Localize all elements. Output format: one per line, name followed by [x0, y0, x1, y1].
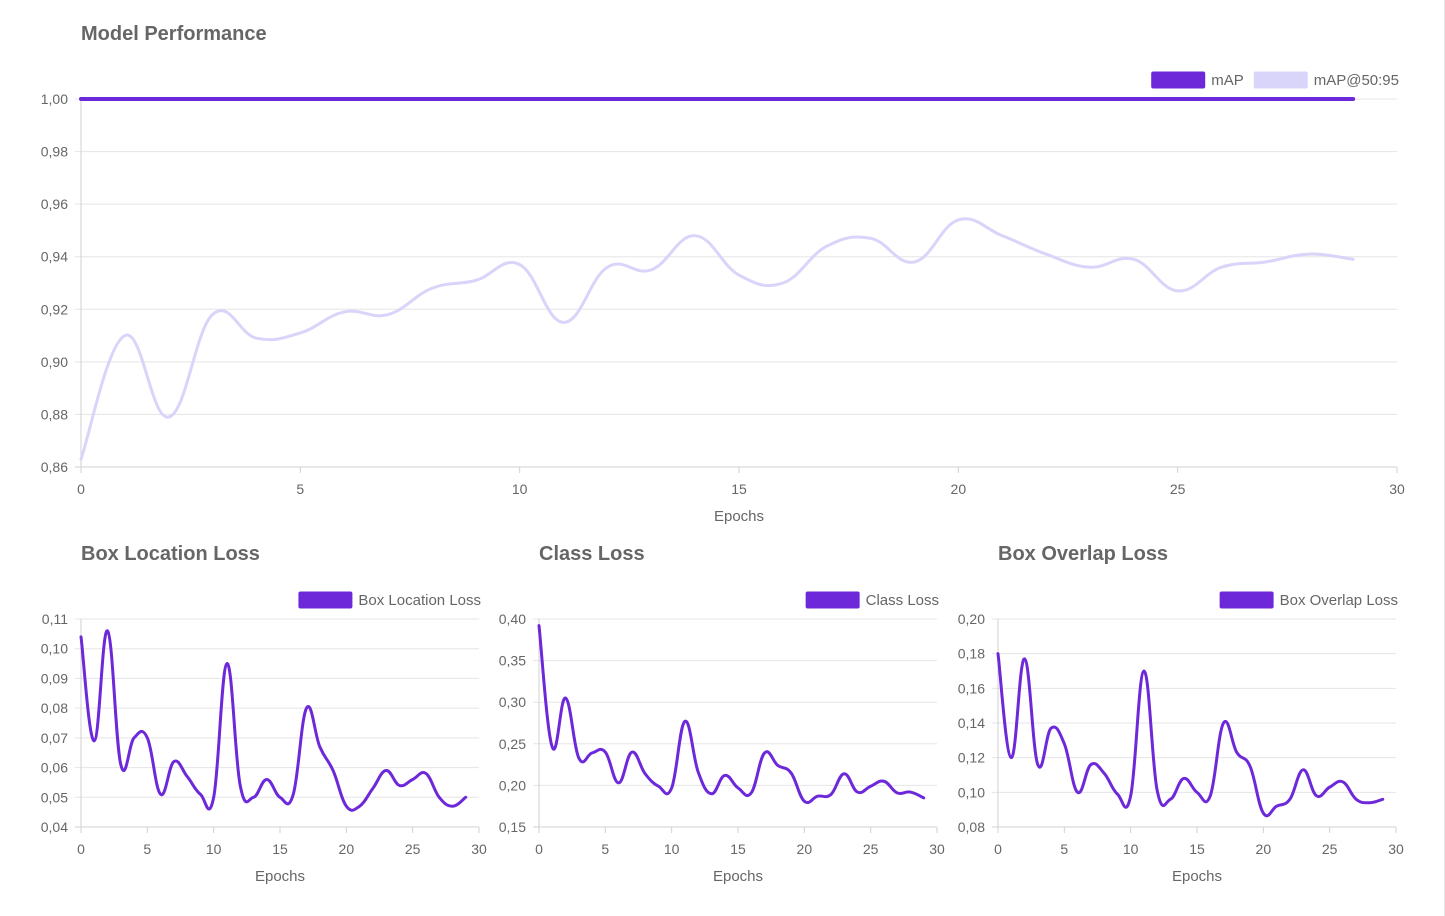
class-legend-label: Class Loss [866, 592, 939, 609]
box-location-legend-item-0[interactable]: Box Location Loss [298, 591, 481, 610]
class-x-tick-label: 5 [601, 841, 609, 857]
class-legend-item-0[interactable]: Class Loss [805, 591, 939, 610]
box-location-x-tick-label: 0 [77, 841, 85, 857]
performance-chart: Model Performance 0,86 0,88 0,90 0,92 0,94 0,9… [41, 23, 1405, 525]
performance-x-tick-label: 5 [296, 481, 304, 497]
performance-legend-label: mAP@50:95 [1314, 72, 1399, 89]
performance-legend-swatch [1151, 71, 1206, 89]
box-overlap-x-tick-label: 10 [1123, 841, 1139, 857]
box-location-x-tick-label: 30 [471, 841, 487, 857]
box-location-x-tick-label: 15 [272, 841, 288, 857]
performance-x-tick-label: 25 [1170, 481, 1186, 497]
performance-x-tick-label: 10 [512, 481, 528, 497]
box-location-x-axis-label: Epochs [255, 868, 305, 885]
performance-y-tick-label: 0,94 [41, 249, 68, 265]
performance-legend-swatch [1253, 71, 1308, 89]
box-overlap-y-tick-label: 0,14 [958, 715, 985, 731]
box-location-legend-label: Box Location Loss [358, 592, 481, 609]
box-overlap-y-tick-label: 0,08 [958, 819, 985, 835]
performance-series-line-1 [79, 217, 1355, 461]
class-x-axis-label: Epochs [713, 868, 763, 885]
box-location-series-line-0 [79, 629, 468, 812]
class-title: Class Loss [539, 543, 645, 565]
class-y-tick-label: 0,35 [499, 653, 526, 669]
box-overlap-x-tick-label: 25 [1322, 841, 1338, 857]
box-overlap-x-tick-label: 5 [1060, 841, 1068, 857]
class-y-tick-label: 0,15 [499, 819, 526, 835]
class-y-tick-label: 0,25 [499, 736, 526, 752]
box-overlap-y-tick-label: 0,18 [958, 646, 985, 662]
box-location-x-tick-label: 5 [143, 841, 151, 857]
box-location-y-tick-label: 0,06 [41, 760, 68, 776]
box-overlap-x-tick-label: 15 [1189, 841, 1205, 857]
performance-y-tick-label: 0,92 [41, 301, 68, 317]
box-overlap-y-tick-label: 0,16 [958, 680, 985, 696]
class-y-tick-label: 0,40 [499, 611, 526, 627]
box-location-y-tick-label: 0,09 [41, 670, 68, 686]
performance-y-tick-label: 0,98 [41, 144, 68, 160]
performance-x-tick-label: 20 [951, 481, 967, 497]
box-overlap-series-line-0 [996, 652, 1385, 818]
box-location-title: Box Location Loss [81, 543, 260, 565]
performance-legend-item-1[interactable]: mAP@50:95 [1253, 71, 1399, 90]
box-location-x-tick-label: 20 [339, 841, 355, 857]
box-location-y-tick-label: 0,07 [41, 730, 68, 746]
performance-x-axis-label: Epochs [714, 508, 764, 525]
class-x-tick-label: 15 [730, 841, 746, 857]
box-location-legend-swatch [298, 591, 353, 609]
box-overlap-title: Box Overlap Loss [998, 543, 1168, 565]
box-overlap-x-tick-label: 30 [1388, 841, 1404, 857]
class-legend-swatch [805, 591, 860, 609]
performance-x-tick-label: 30 [1389, 481, 1405, 497]
performance-legend-item-0[interactable]: mAP [1151, 71, 1244, 90]
box-location-chart: Box Location Loss 0,04 0,05 0,06 0,07 0,08 0,0… [41, 543, 487, 885]
performance-title: Model Performance [81, 23, 267, 45]
box-overlap-y-tick-label: 0,10 [958, 784, 985, 800]
box-overlap-legend-swatch [1219, 591, 1274, 609]
box-overlap-x-axis-label: Epochs [1172, 868, 1222, 885]
box-location-x-tick-label: 25 [405, 841, 421, 857]
box-overlap-y-tick-label: 0,12 [958, 750, 985, 766]
class-x-tick-label: 0 [535, 841, 543, 857]
box-overlap-x-tick-label: 20 [1256, 841, 1272, 857]
box-location-x-tick-label: 10 [206, 841, 222, 857]
box-overlap-legend-label: Box Overlap Loss [1280, 592, 1398, 609]
performance-y-tick-label: 0,96 [41, 196, 68, 212]
box-location-y-tick-label: 0,08 [41, 700, 68, 716]
class-x-tick-label: 25 [863, 841, 879, 857]
class-series-line-0 [537, 624, 926, 805]
box-location-y-tick-label: 0,04 [41, 819, 68, 835]
class-x-tick-label: 20 [797, 841, 813, 857]
class-y-tick-label: 0,30 [499, 694, 526, 710]
performance-x-tick-label: 0 [77, 481, 85, 497]
performance-y-tick-label: 0,88 [41, 406, 68, 422]
class-x-tick-label: 30 [929, 841, 945, 857]
performance-y-tick-label: 0,86 [41, 459, 68, 475]
box-location-y-tick-label: 0,10 [41, 641, 68, 657]
box-overlap-x-tick-label: 0 [994, 841, 1002, 857]
box-overlap-legend-item-0[interactable]: Box Overlap Loss [1219, 591, 1398, 610]
box-location-y-tick-label: 0,05 [41, 789, 68, 805]
performance-y-tick-label: 0,90 [41, 354, 68, 370]
class-chart: Class Loss 0,15 0,20 0,25 0,30 0,35 0,40 0 5 10 15… [499, 543, 945, 885]
box-location-y-tick-label: 0,11 [42, 611, 68, 627]
performance-y-tick-label: 1,00 [41, 91, 68, 107]
box-overlap-chart: Box Overlap Loss 0,08 0,10 0,12 0,14 0,16 0,18… [958, 543, 1404, 885]
performance-x-tick-label: 15 [731, 481, 747, 497]
class-x-tick-label: 10 [664, 841, 680, 857]
box-overlap-y-tick-label: 0,20 [958, 611, 985, 627]
performance-legend-label: mAP [1211, 72, 1244, 89]
class-y-tick-label: 0,20 [499, 777, 526, 793]
